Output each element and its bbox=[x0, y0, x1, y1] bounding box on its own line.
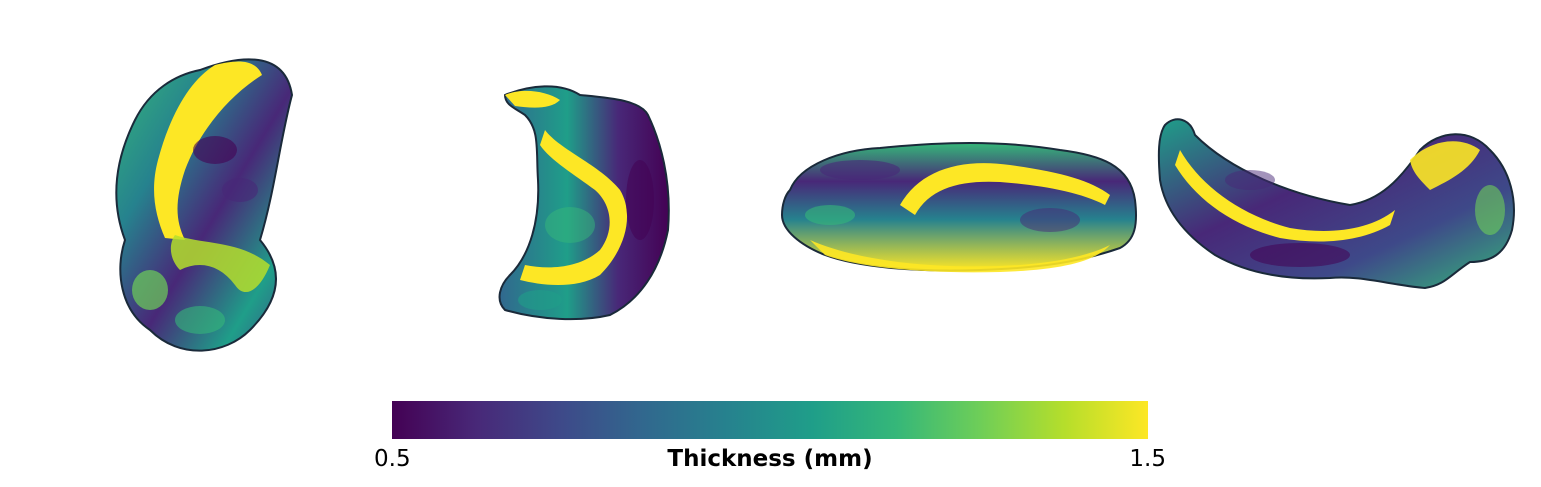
surface-view-3 bbox=[780, 142, 1138, 273]
colorbar-gradient bbox=[392, 401, 1148, 439]
surface-views bbox=[115, 58, 1515, 352]
colorbar: 0.5 Thickness (mm) 1.5 bbox=[374, 401, 1166, 481]
surface-view-4 bbox=[1157, 118, 1515, 290]
colorbar-max-label: 1.5 bbox=[1129, 446, 1166, 472]
surface-view-2 bbox=[498, 85, 670, 321]
colorbar-title: Thickness (mm) bbox=[667, 446, 873, 472]
surface-view-1 bbox=[115, 58, 294, 352]
colorbar-min-label: 0.5 bbox=[374, 446, 411, 472]
